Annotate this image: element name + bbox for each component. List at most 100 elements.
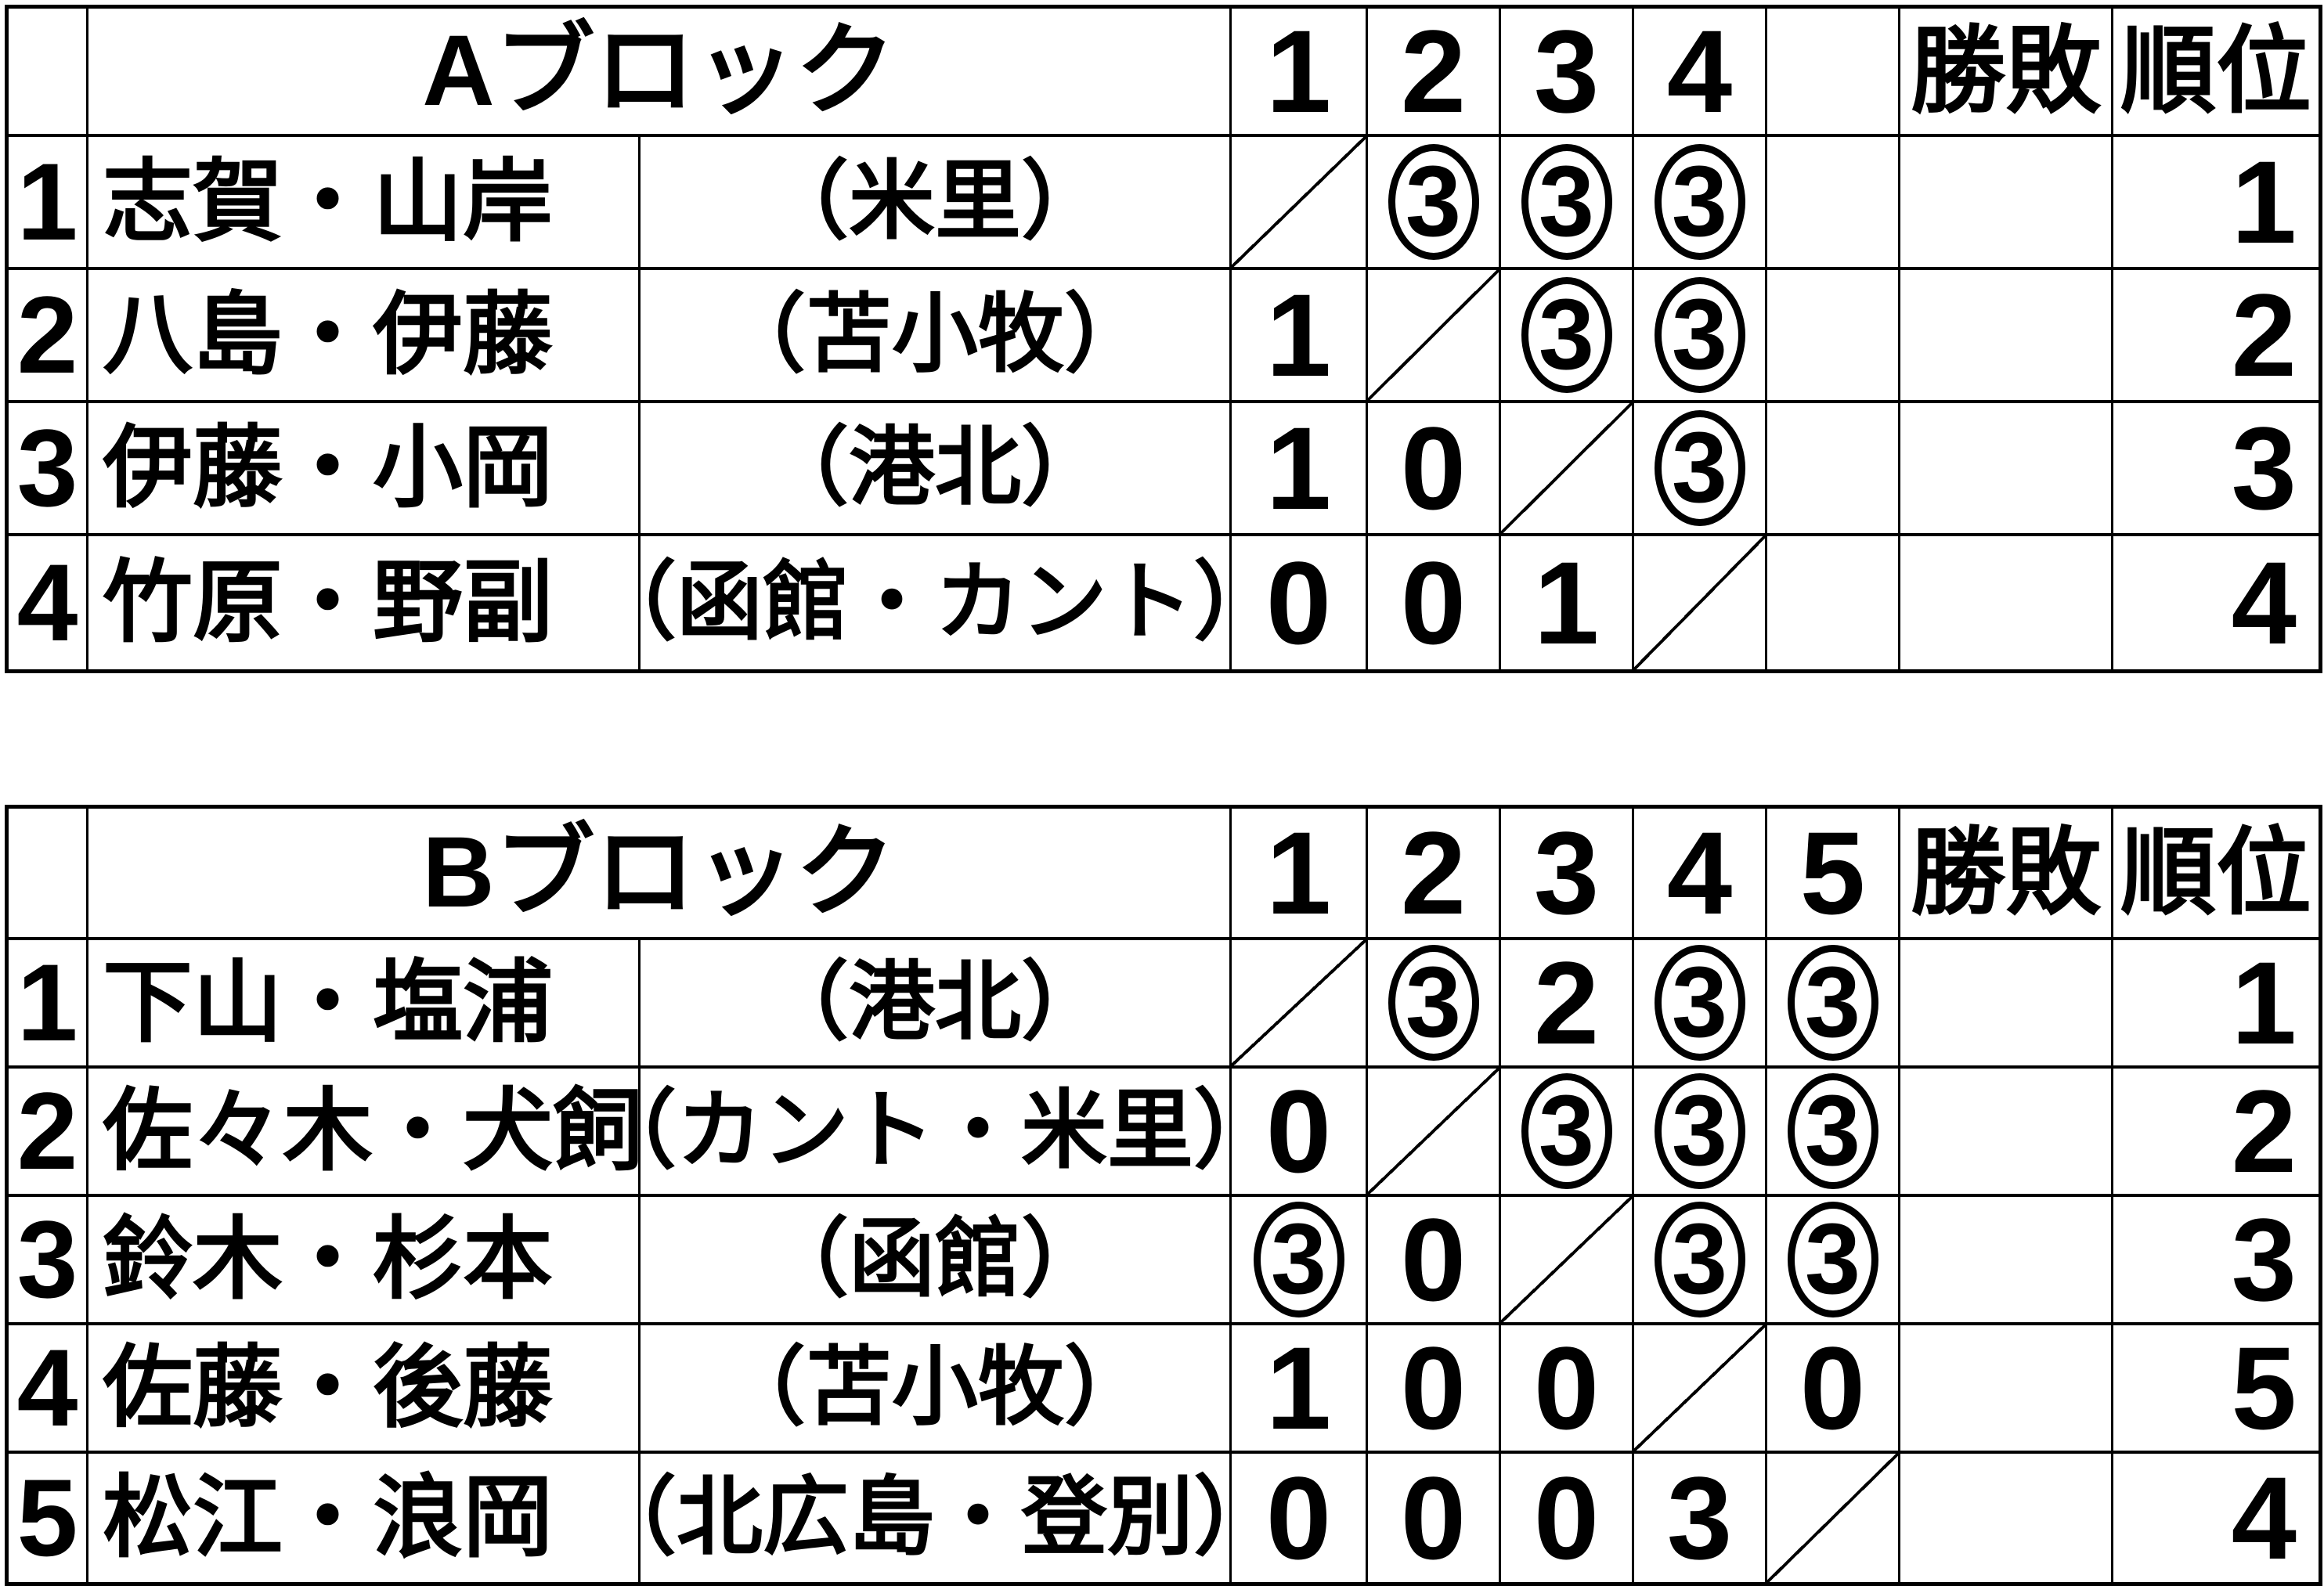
win-circle: 3 [1521,144,1612,260]
row-number: 1 [9,137,88,270]
win-circle: 3 [1388,945,1479,1061]
game-result-cell: 3 [1634,403,1767,536]
pair-name: 下山・塩浦 [88,940,641,1069]
win-loss-cell [1900,403,2113,536]
pair-name: 佐々木・犬飼 [88,1069,641,1197]
game-result-cell: 0 [1368,1197,1501,1325]
win-loss-cell [1900,137,2113,270]
rank-cell: 4 [2231,1454,2297,1582]
row-number: 1 [9,940,88,1069]
game-result-cell-empty [1767,137,1900,270]
win-circle: 3 [1787,1202,1878,1317]
win-circle: 3 [1654,277,1745,393]
game-result-cell: 0 [1232,536,1368,669]
win-circle: 3 [1253,1202,1344,1317]
self-match-cell [1368,270,1501,403]
club-name: （苫小牧） [641,1325,1232,1454]
self-match-cell [1232,940,1368,1069]
rank-cell: 1 [2113,940,2319,1069]
win-loss-cell [1900,940,2113,1069]
win-circle: 3 [1654,945,1745,1061]
game-result-cell: 3 [1501,1069,1634,1197]
game-col-header: 2 [1368,809,1501,940]
self-match-cell [1767,1454,1900,1582]
game-result-cell: 2 [1501,940,1634,1069]
club-name: （函館） [641,1197,1232,1325]
game-col-header: 1 [1232,9,1368,137]
game-result-cell: 3 [1634,137,1767,270]
game-result-cell: 3 [1634,1197,1767,1325]
pair-name: 佐藤・後藤 [88,1325,641,1454]
game-result-cell: 3 [1767,1069,1900,1197]
rank-header: 順位 [2113,9,2319,137]
rank-header: 順位 [2113,809,2319,940]
rank-cell: 3 [2113,403,2319,536]
rank-cell: 2 [2113,270,2319,403]
game-result-cell: 3 [1368,940,1501,1069]
game-result-cell: 0 [1501,1454,1634,1582]
game-result-cell: 1 [1232,1325,1368,1454]
row-number: 5 [9,1454,88,1582]
rank-cell: 4 [2231,537,2297,669]
row-number: 4 [9,536,88,669]
game-result-cell: 3 [1767,1197,1900,1325]
game-result-cell-empty [1767,536,1900,669]
game-result-cell-empty [1767,403,1900,536]
game-result-cell: 0 [1368,403,1501,536]
win-circle: 3 [1654,410,1745,526]
game-col-header: 5 [1767,809,1900,940]
win-loss-header: 勝敗 [1900,9,2113,137]
win-circle: 3 [1521,1073,1612,1189]
row-number: 2 [9,1069,88,1197]
club-name: （米里） [641,137,1232,270]
game-result-cell: 3 [1634,270,1767,403]
game-col-header: 2 [1368,9,1501,137]
game-result-cell: 3 [1501,270,1634,403]
block-title: Bブロック [88,809,1232,940]
game-result-cell: 0 [1501,1325,1634,1454]
game-col-header: 1 [1232,809,1368,940]
self-match-cell [1501,1197,1634,1325]
game-result-cell: 1 [1501,536,1634,669]
win-loss-cell [1900,1197,2113,1325]
club-name: （カント・米里） [641,1069,1232,1197]
win-loss-cell [1900,1454,2113,1582]
club-name: （港北） [641,940,1232,1069]
game-result-cell: 0 [1232,1454,1368,1582]
game-result-cell: 3 [1634,1069,1767,1197]
win-loss-cell [1900,1069,2113,1197]
row-number: 4 [9,1325,88,1454]
win-circle: 3 [1388,144,1479,260]
game-result-cell: 3 [1501,137,1634,270]
win-circle: 3 [1521,277,1612,393]
club-name: （苫小牧） [641,270,1232,403]
game-col-header [1767,9,1900,137]
pair-name: 八島・伊藤 [88,270,641,403]
corner-cell [9,809,88,940]
game-col-header: 4 [1634,9,1767,137]
club-name: （港北） [641,403,1232,536]
rank-cell: 3 [2113,1197,2319,1325]
game-result-cell: 3 [1634,940,1767,1069]
self-match-cell [1368,1069,1501,1197]
rank-cell: 2 [2113,1069,2319,1197]
pair-name: 伊藤・小岡 [88,403,641,536]
self-match-cell [1232,137,1368,270]
club-name: （函館・カント） [641,536,1232,669]
game-result-cell: 3 [1368,137,1501,270]
game-result-cell: 1 [1232,403,1368,536]
pair-name: 志賀・山岸 [88,137,641,270]
win-loss-cell [1900,270,2113,403]
corner-cell [9,9,88,137]
game-result-cell-empty [1767,270,1900,403]
game-result-cell: 0 [1368,1454,1501,1582]
block-title: Aブロック [88,9,1232,137]
self-match-cell [1634,1325,1767,1454]
win-loss-cell [1900,1325,2113,1454]
game-col-header: 3 [1501,809,1634,940]
win-circle: 3 [1787,945,1878,1061]
win-loss-header: 勝敗 [1900,809,2113,940]
game-result-cell: 1 [1232,270,1368,403]
row-number: 3 [9,403,88,536]
